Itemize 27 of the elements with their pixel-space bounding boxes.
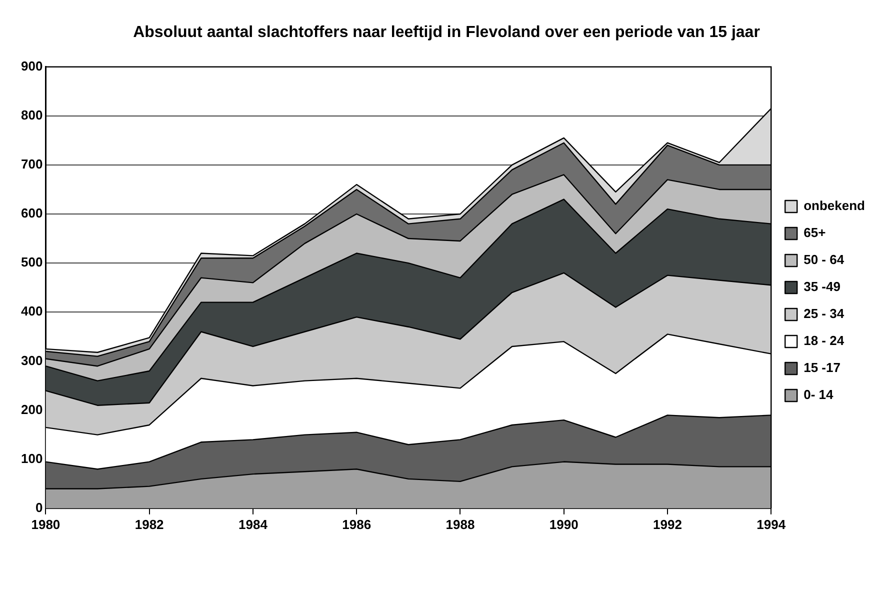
y-tick-label: 700 [20,156,43,172]
y-tick-label: 400 [20,304,43,319]
y-tick-label: 800 [20,107,43,122]
x-tick-label: 1992 [653,516,682,532]
x-tick-label: 1982 [134,516,164,532]
x-tick-label: 1984 [238,516,268,532]
legend-label: 35 -49 [804,279,840,294]
y-tick-label: 200 [20,402,43,417]
y-tick-label: 100 [20,450,43,466]
y-tick-label: 900 [20,58,43,74]
y-tick-label: 500 [20,254,43,270]
legend-label: 50 - 64 [804,252,845,268]
legend-label: onbekend [804,198,866,214]
chart-title: Absoluut aantal slachtoffers naar leeftijd in Flevoland over een periode van 15 jaar [132,23,761,43]
x-tick-label: 1988 [446,516,475,532]
x-tick-label: 1986 [342,516,372,532]
y-tick-label: 0 [35,500,43,515]
legend-label: 0- 14 [804,387,834,402]
legend-label: 25 - 34 [804,306,845,322]
y-tick-label: 600 [20,206,43,221]
legend-label: 15 -17 [804,360,840,376]
x-tick-label: 1980 [31,516,60,532]
x-tick-label: 1990 [549,516,578,532]
legend-label: 18 - 24 [804,333,845,348]
x-tick-label: 1994 [756,516,786,532]
y-tick-label: 300 [20,352,43,368]
legend-label: 65+ [804,225,826,240]
